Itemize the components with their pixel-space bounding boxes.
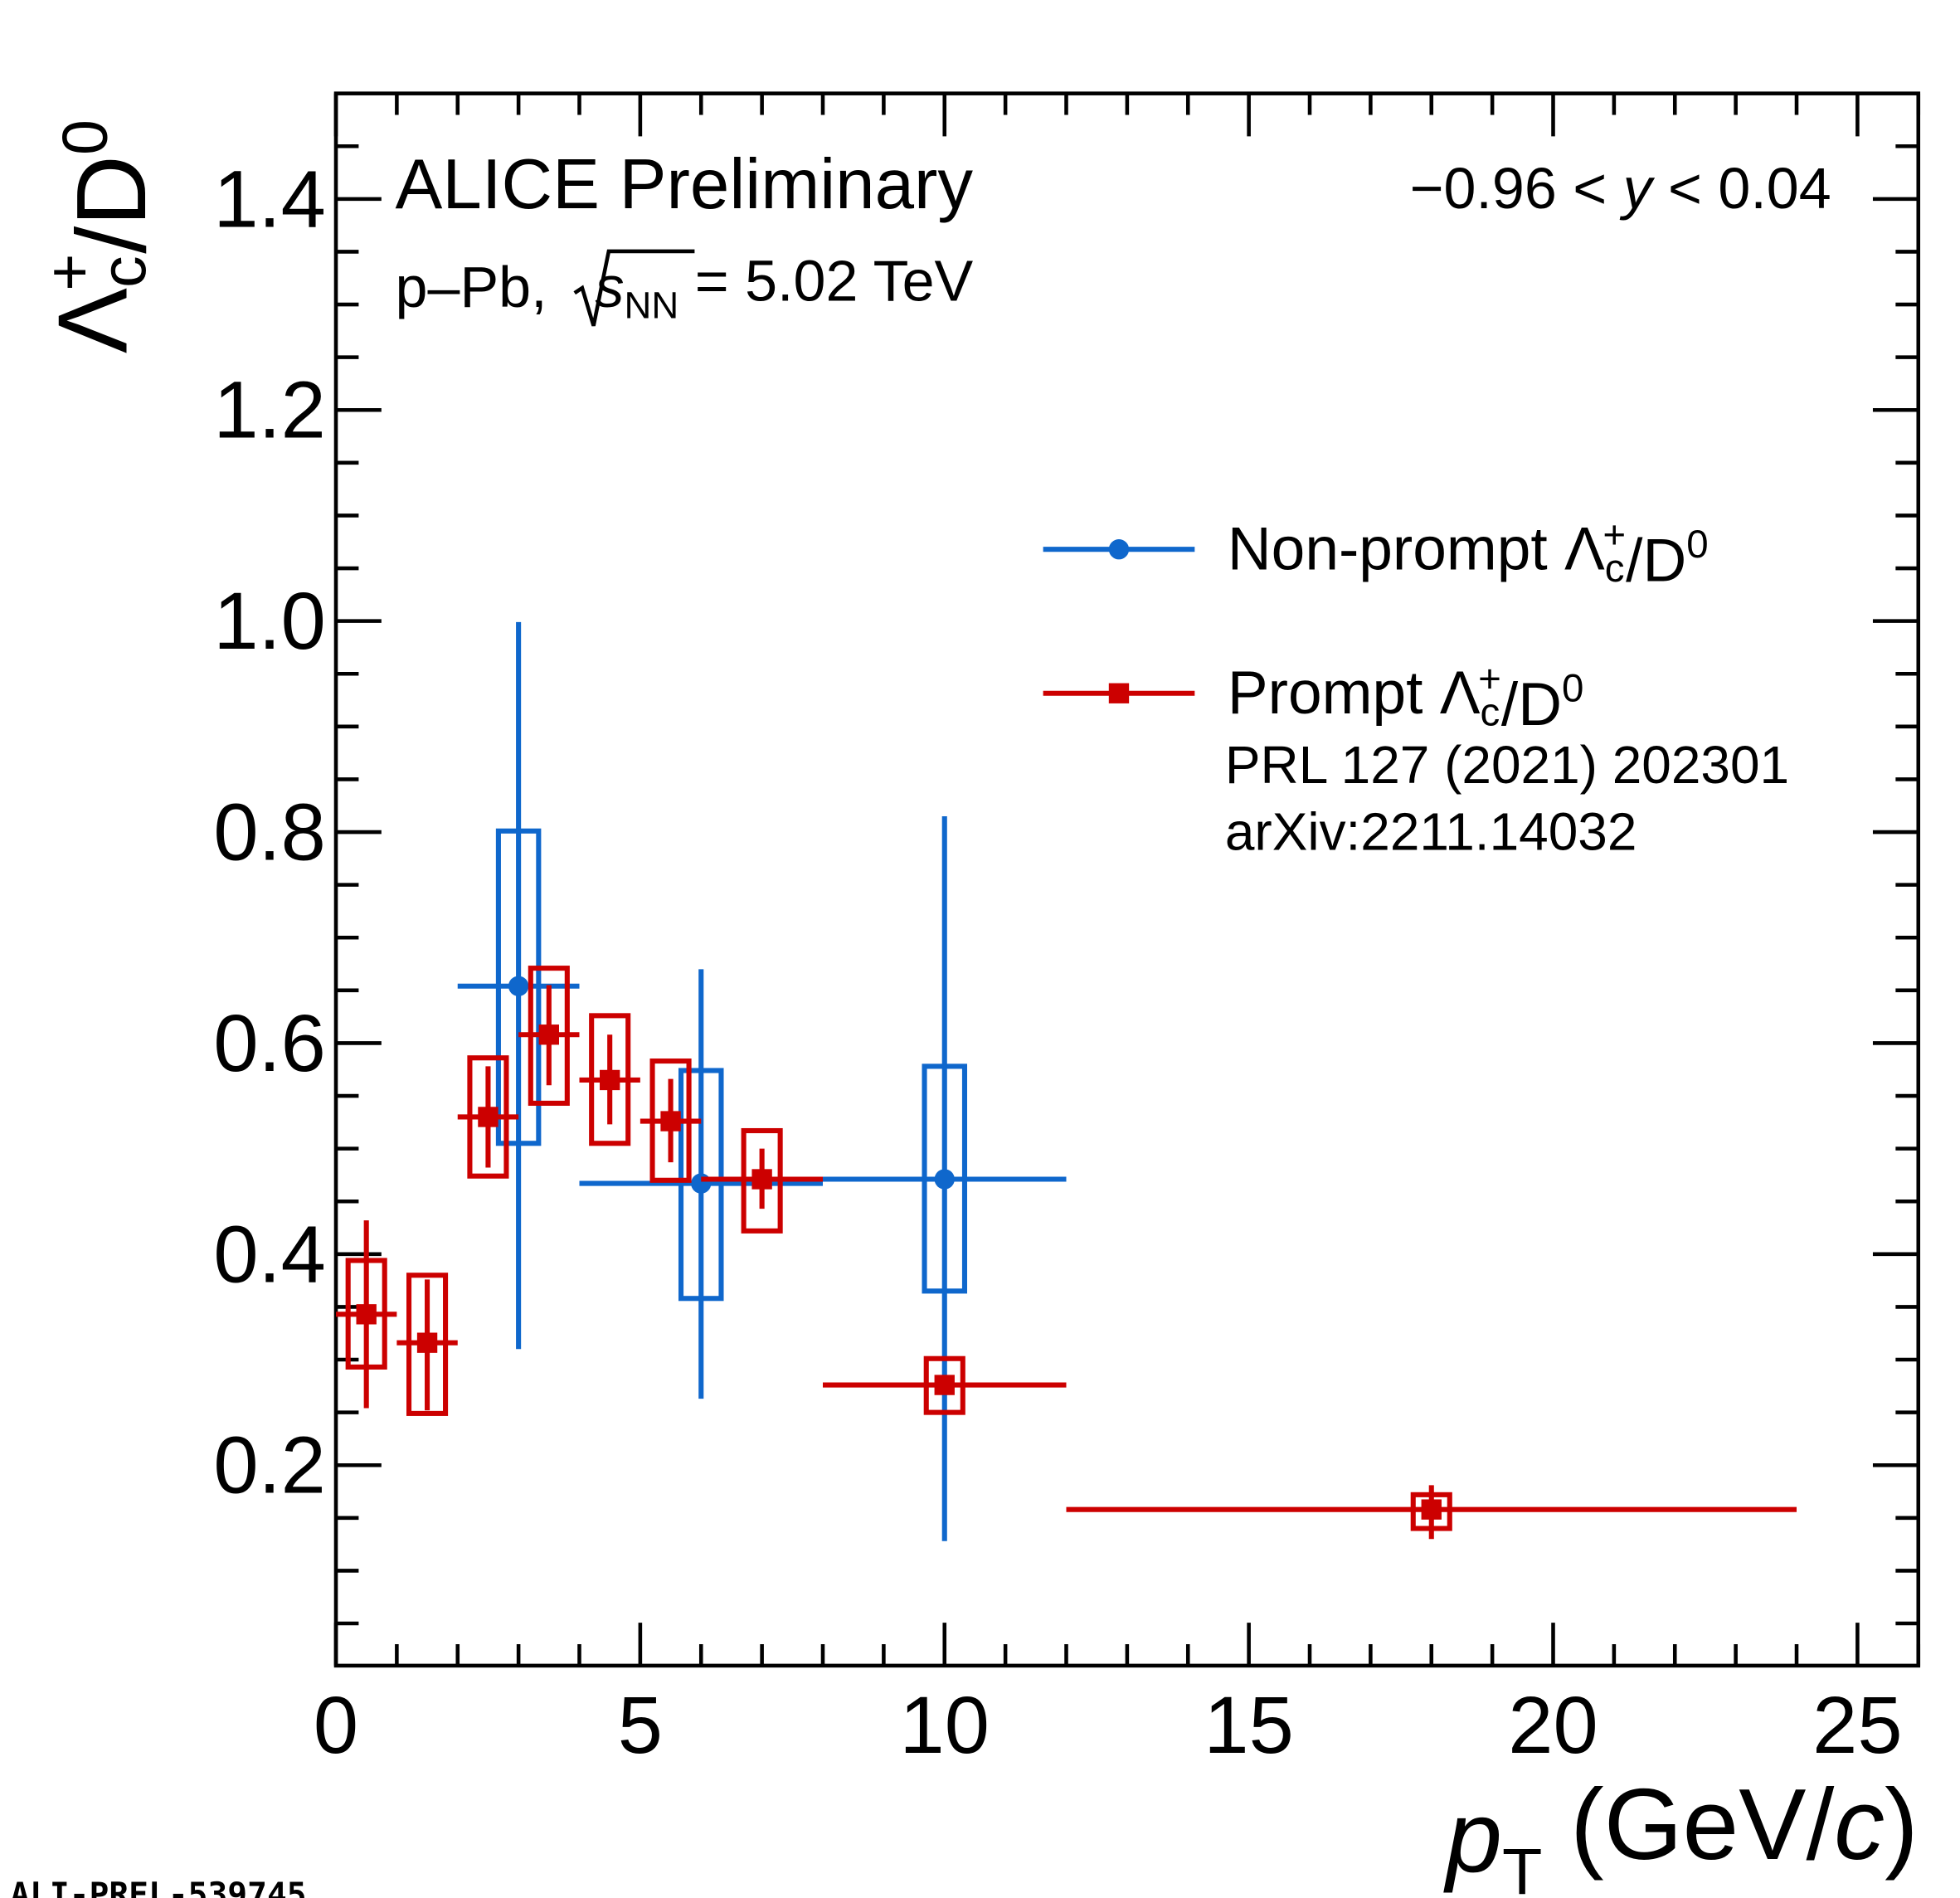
text-part: NN (625, 285, 679, 327)
legend-marker (1108, 683, 1130, 703)
data-point (478, 1107, 499, 1127)
watermark: ALI-PREL-539745 (10, 1876, 306, 1898)
text-part: Λ (38, 288, 148, 353)
x-axis-label: pT (GeV/c) (1442, 1768, 1919, 1898)
plot-frame (333, 91, 1921, 1668)
text-part: /D (1626, 528, 1686, 595)
text-part: /D (1501, 671, 1562, 738)
x-tick-label: 10 (900, 1680, 990, 1770)
text-part: = 5.02 TeV (678, 249, 973, 314)
data-point (356, 1304, 377, 1325)
y-tick-label: 1.2 (213, 365, 325, 455)
text-part: T (1502, 1835, 1542, 1898)
data-point (1421, 1499, 1442, 1520)
system-label: p–Pb, sNN = 5.02 TeV (396, 249, 974, 327)
text-part: s (596, 255, 625, 319)
data-point (751, 1169, 772, 1190)
sqrt-sign (573, 249, 695, 327)
text-part: p (1442, 1780, 1502, 1893)
text-part: 0 (50, 119, 121, 155)
reference: arXiv:2211.14032 (1225, 802, 1637, 862)
data-point (538, 1024, 559, 1045)
text-part: /D (57, 155, 167, 254)
data-point (416, 1332, 438, 1353)
x-tick-label: 0 (314, 1680, 358, 1770)
experiment-label: ALICE Preliminary (396, 145, 974, 224)
text-part: y (1620, 156, 1656, 221)
text-part: c (1834, 1768, 1885, 1881)
y-tick-label: 1.4 (213, 153, 325, 244)
data-point (934, 1375, 955, 1395)
text-part: (GeV/ (1542, 1768, 1834, 1881)
y-axis-label: Λc+/D0 (34, 119, 167, 353)
text-part: 0 (1686, 523, 1708, 567)
x-tick-label: 20 (1508, 1680, 1598, 1770)
text-part: Non-prompt Λ (1228, 516, 1605, 583)
data-point (508, 976, 529, 996)
text-part: ) (1885, 1768, 1919, 1881)
x-tick-label: 15 (1204, 1680, 1293, 1770)
text-part: 0 (1562, 667, 1583, 711)
data-point (600, 1069, 620, 1091)
text-part: c (88, 256, 159, 288)
y-tick-label: 0.8 (213, 787, 325, 878)
data-point (660, 1111, 681, 1132)
legend-label: Non-prompt Λc+/D0 (1228, 513, 1709, 594)
text-part: c (1605, 547, 1625, 591)
rapidity-label: −0.96 < y < 0.04 (1410, 156, 1831, 221)
text-part: + (34, 254, 105, 291)
legend-label: Prompt Λc+/D0 (1228, 657, 1583, 738)
y-tick-label: 0.6 (213, 998, 325, 1088)
text-part: p–Pb, (396, 255, 563, 319)
y-tick-label: 1.0 (213, 576, 325, 666)
text-part: c (1481, 690, 1500, 734)
y-tick-label: 0.2 (213, 1420, 325, 1511)
data-point (691, 1173, 712, 1194)
x-tick-label: 5 (618, 1680, 663, 1770)
data-point (934, 1169, 955, 1190)
text-part: Prompt Λ (1228, 659, 1481, 727)
x-tick-label: 25 (1812, 1680, 1902, 1770)
text-part: + (1478, 657, 1501, 701)
text-part: < 0.04 (1652, 156, 1831, 221)
y-tick-label: 0.4 (213, 1209, 325, 1299)
legend-marker (1108, 539, 1130, 560)
text-part: −0.96 < (1410, 156, 1623, 221)
text-part: + (1603, 513, 1626, 557)
reference: PRL 127 (2021) 202301 (1225, 735, 1789, 795)
